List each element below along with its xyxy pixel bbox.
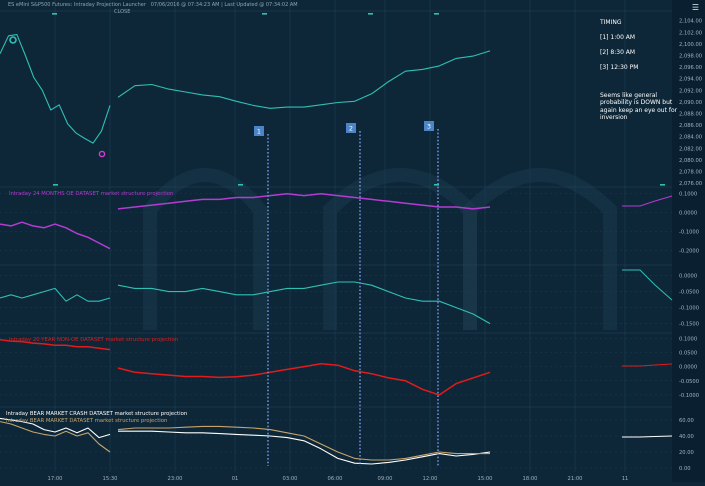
panel-label: Intraday BEAR MARKET DATASET market stru… [6, 418, 167, 424]
y-tick-label: 2,084.00 [679, 135, 702, 141]
y-tick-label: 2,082.00 [679, 146, 702, 152]
y-tick-label: 2,076.00 [679, 181, 702, 187]
x-tick-label: 17:00 [48, 476, 63, 482]
chart-title: ES eMini S&P500 Futures: Intraday Projec… [8, 2, 146, 8]
y-tick-label: 0.0500 [679, 350, 697, 356]
x-tick-label: 18:00 [523, 476, 538, 482]
series-line [0, 421, 111, 453]
y-tick-label: 2,092.00 [679, 88, 702, 94]
y-tick-label: 2,100.00 [679, 42, 702, 48]
series-line [0, 221, 111, 250]
dash-marker [53, 184, 58, 186]
y-tick-label: -0.1500 [679, 322, 699, 328]
y-tick-label: 0.00 [679, 466, 691, 472]
dash-marker [434, 13, 439, 15]
x-tick-label: 09:00 [378, 476, 393, 482]
x-tick-label: 11 [622, 476, 629, 482]
y-tick-label: 2,098.00 [679, 54, 702, 60]
y-tick-label: 2,094.00 [679, 77, 702, 83]
y-tick-label: 0.1000 [679, 192, 697, 198]
y-tick-label: 2,104.00 [679, 19, 702, 25]
chart-timestamp: 07/06/2016 @ 07:34:23 AM | Last Updated … [150, 2, 298, 8]
x-tick-label: 23:00 [168, 476, 183, 482]
y-tick-label: -0.0500 [679, 379, 699, 385]
dash-marker [262, 13, 267, 15]
x-tick-label: 12:00 [423, 476, 438, 482]
timing-body: Seems like general probability is DOWN b… [600, 92, 678, 122]
dash-marker [434, 184, 439, 186]
menu-icon[interactable]: ☰ [691, 3, 699, 12]
price-marker [9, 36, 17, 44]
timing-note: TIMING [1] 1:00 AM [2] 8:30 AM [3] 12:30… [600, 12, 680, 129]
x-tick-label: 15:30 [103, 476, 118, 482]
watermark-arc [143, 168, 267, 330]
timing-marker-label: 1 [257, 128, 261, 136]
series-line [0, 34, 111, 144]
panel-label: Intraday 24 MONTHS OE DATASET market str… [9, 191, 173, 197]
series-line [0, 338, 111, 351]
y-tick-label: 0.0000 [679, 274, 697, 280]
timing-line-1: [1] 1:00 AM [600, 34, 636, 42]
dash-marker [368, 13, 373, 15]
series-extension [622, 435, 673, 438]
y-axis-band [672, 0, 705, 482]
y-tick-label: 2,078.00 [679, 170, 702, 176]
timing-marker-box [346, 123, 356, 133]
timing-marker-box [424, 121, 434, 131]
chart-header: ES eMini S&P500 Futures: Intraday Projec… [8, 2, 298, 8]
y-tick-label: -0.0500 [679, 290, 699, 296]
y-tick-label: 0.0000 [679, 211, 697, 217]
series-line [0, 287, 111, 302]
series-line [117, 281, 491, 325]
dash-marker [52, 13, 57, 15]
series-extension [622, 195, 673, 207]
x-tick-label: 15:00 [478, 476, 493, 482]
timing-title: TIMING [600, 19, 622, 27]
series-line [117, 192, 491, 210]
close-label: CLOSE [114, 9, 131, 15]
series-line [118, 430, 491, 465]
y-tick-label: 2,086.00 [679, 123, 702, 129]
x-tick-label: 01 [232, 476, 239, 482]
y-tick-label: 2,096.00 [679, 65, 702, 71]
timing-marker-box [254, 126, 264, 136]
panel-label: Intraday BEAR MARKET CRASH DATASET marke… [6, 411, 187, 417]
series-line [117, 50, 491, 109]
y-tick-label: 2,090.00 [679, 100, 702, 106]
dash-marker [660, 184, 665, 186]
x-tick-label: 21:00 [568, 476, 583, 482]
y-tick-label: 60.00 [679, 418, 694, 424]
dash-marker [238, 184, 243, 186]
y-tick-label: -0.1000 [679, 230, 699, 236]
y-tick-label: -0.1000 [679, 306, 699, 312]
y-tick-label: -0.2000 [679, 249, 699, 255]
timing-marker-label: 2 [349, 125, 353, 133]
series-line [0, 417, 111, 439]
watermark-arc [463, 168, 617, 330]
timing-line-2: [2] 8:30 AM [600, 49, 636, 57]
timing-marker-label: 3 [427, 123, 431, 131]
x-tick-label: 06:00 [328, 476, 343, 482]
timing-line-3: [3] 12:30 PM [600, 63, 639, 71]
x-tick-label: 03:00 [283, 476, 298, 482]
series-extension [622, 269, 673, 301]
y-tick-label: 2,102.00 [679, 30, 702, 36]
y-tick-label: 0.1000 [679, 336, 697, 342]
series-line [117, 363, 491, 396]
y-tick-label: 0.0000 [679, 365, 697, 371]
panel-label: Intraday 20 YEAR NON-OE DATASET market s… [9, 337, 178, 343]
price-marker [98, 150, 106, 158]
y-tick-label: 2,088.00 [679, 112, 702, 118]
series-extension [622, 363, 673, 367]
series-line [117, 425, 490, 461]
y-tick-label: 20.00 [679, 450, 694, 456]
y-tick-label: 40.00 [679, 434, 694, 440]
y-tick-label: -0.1000 [679, 393, 699, 399]
y-tick-label: 2,080.00 [679, 158, 702, 164]
watermark-arc [323, 168, 477, 330]
